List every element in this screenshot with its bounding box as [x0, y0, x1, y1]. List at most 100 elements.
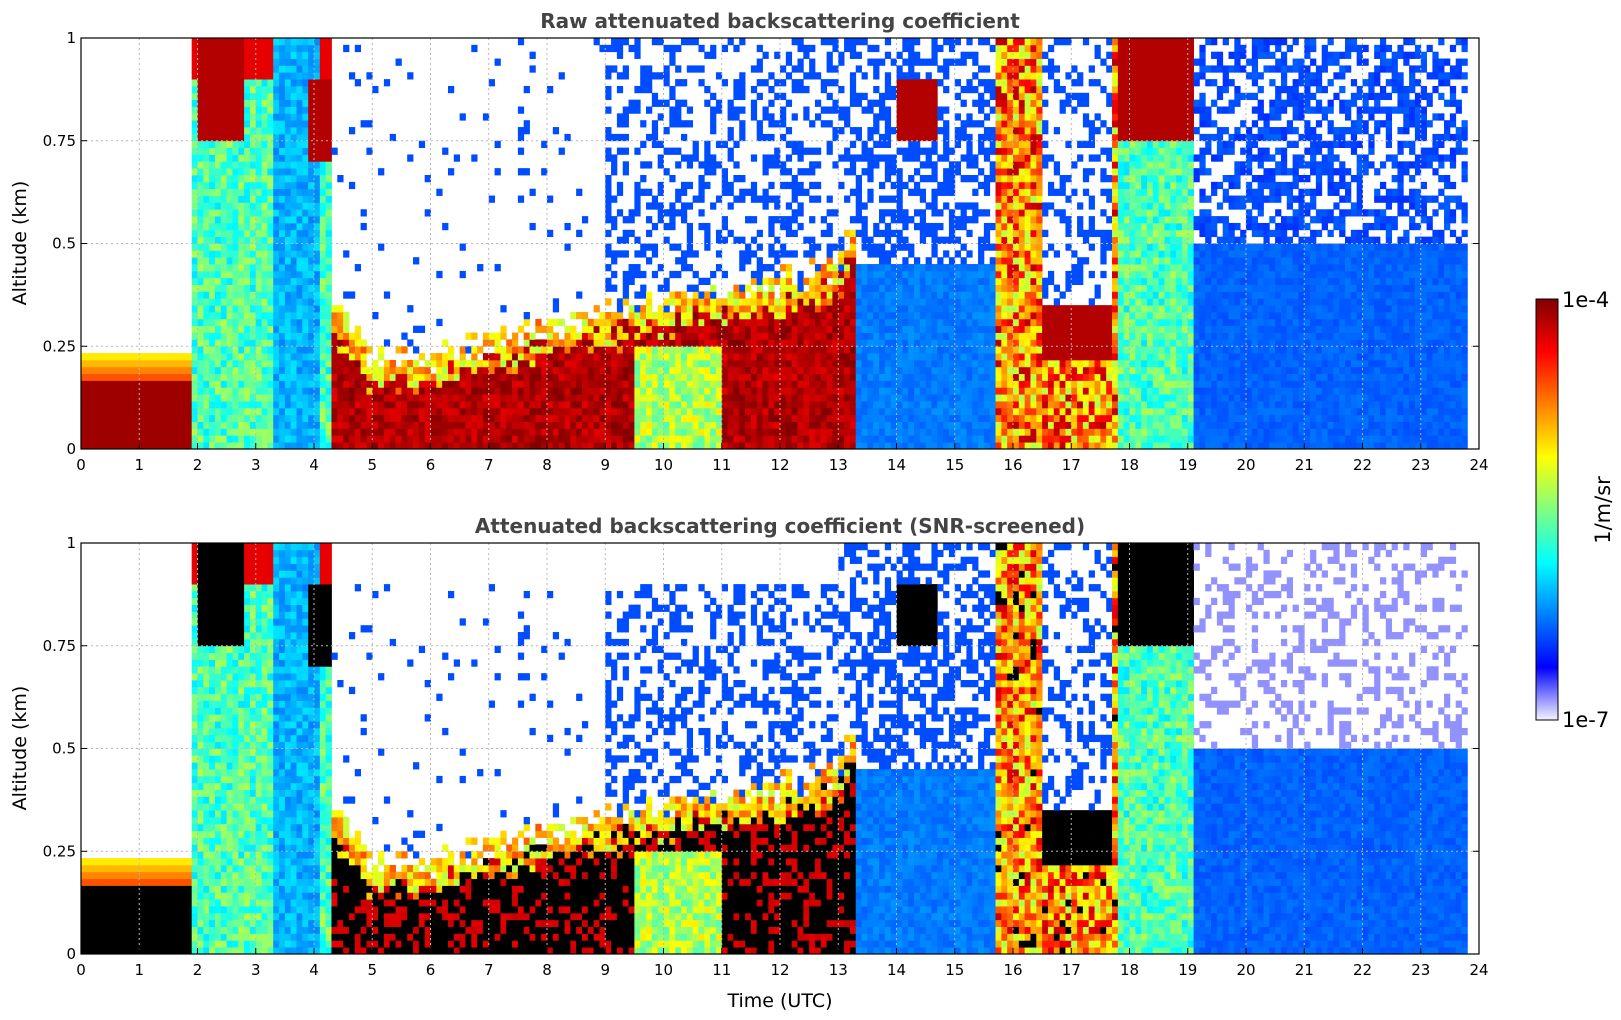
heatmap-cell: [238, 401, 245, 409]
heatmap-cell: [552, 332, 560, 340]
heatmap-cell: [127, 353, 134, 361]
heatmap-cell: [238, 305, 245, 313]
heatmap-cell: [745, 305, 752, 313]
heatmap-cell: [704, 339, 711, 347]
heatmap-cell: [855, 154, 862, 162]
heatmap-cell: [879, 312, 886, 320]
heatmap-cell: [669, 222, 676, 231]
heatmap-cell: [750, 216, 758, 224]
heatmap-cell: [343, 428, 350, 436]
heatmap-cell: [331, 359, 338, 368]
heatmap-cell: [844, 257, 851, 265]
heatmap-cell: [774, 339, 781, 347]
heatmap-cell: [209, 291, 216, 299]
heatmap-cell: [442, 366, 449, 375]
heatmap-cell: [226, 407, 233, 416]
heatmap-cell: [325, 209, 332, 217]
heatmap-cell: [197, 414, 204, 422]
heatmap-cell: [395, 380, 402, 388]
heatmap-cell: [226, 113, 233, 121]
heatmap-cell: [867, 428, 874, 436]
heatmap-cell: [849, 161, 857, 169]
heatmap-cell: [680, 154, 688, 162]
heatmap-cell: [954, 318, 961, 327]
heatmap-cell: [832, 264, 839, 272]
heatmap-cell: [290, 113, 297, 121]
heatmap-cell: [768, 229, 775, 238]
heatmap-cell: [302, 284, 309, 292]
heatmap-cell: [814, 195, 822, 203]
heatmap-cell: [937, 353, 944, 361]
heatmap-cell: [768, 387, 775, 395]
heatmap-cell: [663, 332, 670, 340]
heatmap-cell: [919, 277, 927, 285]
heatmap-cell: [622, 250, 629, 258]
heatmap-cell: [168, 401, 175, 409]
heatmap-cell: [733, 161, 740, 169]
heatmap-cell: [616, 435, 624, 443]
heatmap-cell: [581, 216, 589, 224]
heatmap-cell: [442, 401, 449, 409]
heatmap-cell: [529, 51, 536, 59]
heatmap-cell: [226, 332, 233, 340]
heatmap-cell: [302, 407, 309, 416]
heatmap-cell: [174, 394, 181, 402]
heatmap-cell: [861, 394, 868, 402]
heatmap-cell: [482, 421, 490, 429]
heatmap-cell: [296, 154, 303, 162]
heatmap-cell: [465, 359, 472, 368]
heatmap-cell: [214, 120, 222, 128]
heatmap-cell: [238, 38, 245, 46]
heatmap-cell: [383, 414, 391, 422]
heatmap-cell: [605, 428, 612, 436]
heatmap-cell: [913, 421, 921, 429]
heatmap-cell: [756, 58, 763, 66]
heatmap-cell: [785, 414, 793, 422]
heatmap-cell: [319, 291, 327, 299]
heatmap-cell: [249, 51, 257, 59]
heatmap-cell: [587, 435, 595, 443]
heatmap-cell: [599, 394, 606, 402]
heatmap-cell: [168, 359, 175, 368]
heatmap-cell: [861, 366, 868, 375]
heatmap-cell: [669, 147, 676, 155]
heatmap-cell: [249, 127, 257, 135]
heatmap-cell: [669, 113, 676, 121]
heatmap-cell: [879, 332, 886, 340]
heatmap-cell: [517, 407, 525, 416]
heatmap-cell: [191, 366, 198, 375]
heatmap-cell: [150, 394, 158, 402]
heatmap-cell: [832, 401, 839, 409]
heatmap-cell: [424, 442, 431, 449]
heatmap-cell: [762, 339, 769, 347]
heatmap-cell: [943, 270, 950, 279]
heatmap-cell: [547, 85, 554, 94]
heatmap-cell: [430, 380, 437, 388]
heatmap-cell: [273, 270, 280, 279]
heatmap-cell: [745, 380, 752, 388]
heatmap-cell: [273, 161, 280, 169]
heatmap-cell: [319, 407, 327, 416]
heatmap-cell: [605, 318, 612, 327]
heatmap-cell: [500, 380, 507, 388]
heatmap-cell: [343, 380, 350, 388]
heatmap-cell: [453, 373, 461, 381]
heatmap-cell: [890, 373, 897, 381]
heatmap-cell: [244, 407, 251, 416]
heatmap-cell: [296, 209, 303, 217]
heatmap-cell: [191, 428, 198, 436]
heatmap-cell: [564, 366, 571, 375]
heatmap-cell: [273, 318, 280, 327]
heatmap-cell: [937, 325, 944, 333]
heatmap-cell: [680, 120, 688, 128]
heatmap-cell: [214, 339, 222, 347]
heatmap-cell: [820, 339, 827, 347]
heatmap-cell: [943, 366, 950, 375]
heatmap-cell: [622, 435, 629, 443]
heatmap-cell: [884, 428, 892, 436]
heatmap-cell: [750, 359, 758, 368]
heatmap-cell: [185, 435, 193, 443]
heatmap-cell: [302, 291, 309, 299]
heatmap-cell: [762, 380, 769, 388]
heatmap-cell: [838, 236, 845, 244]
